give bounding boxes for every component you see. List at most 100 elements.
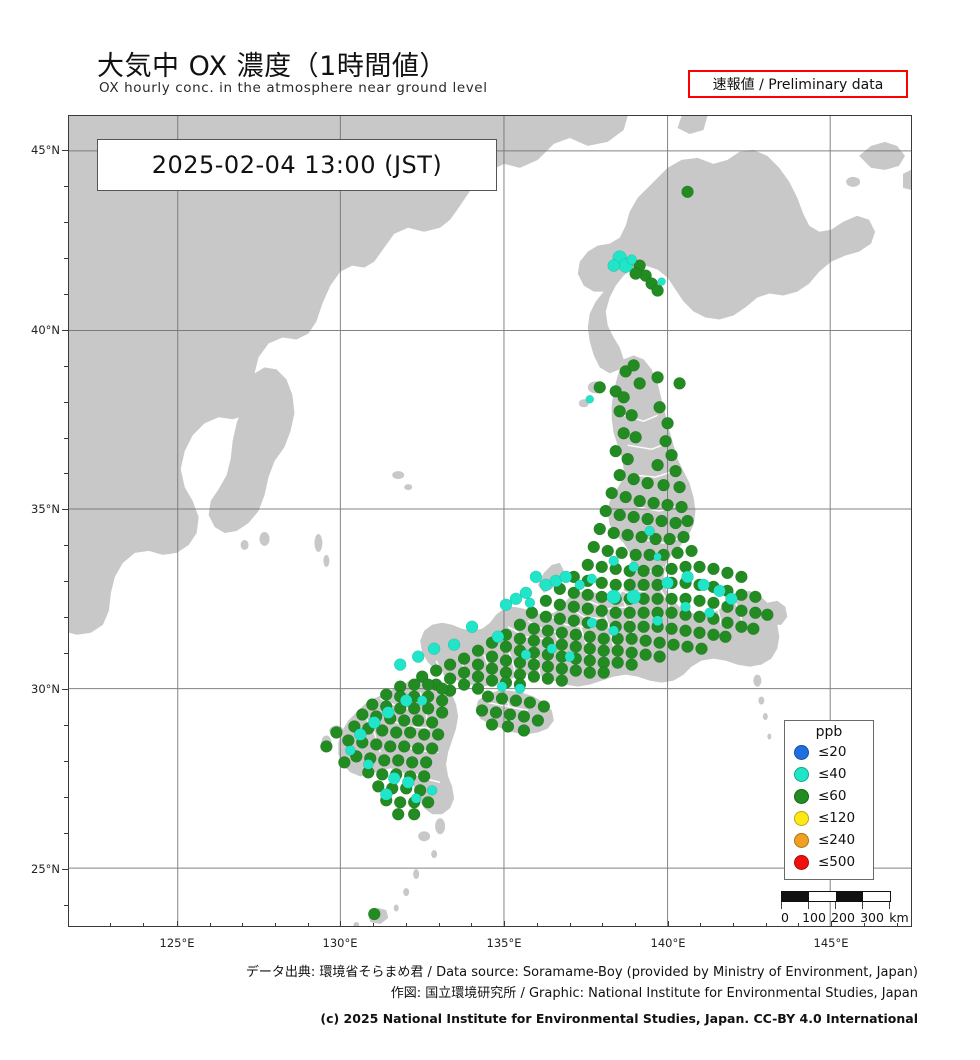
x-tick-mark-minor	[439, 923, 440, 927]
y-tick-mark-minor	[64, 617, 68, 618]
scale-label: 200	[831, 910, 855, 925]
y-tick-mark-minor	[64, 797, 68, 798]
y-tick-mark	[62, 689, 68, 690]
y-tick-mark-minor	[64, 761, 68, 762]
scale-bar-segments	[781, 891, 891, 902]
y-tick-mark-minor	[64, 258, 68, 259]
page-subtitle: OX hourly conc. in the atmosphere near g…	[99, 80, 488, 96]
x-tick-mark-minor	[210, 923, 211, 927]
x-tick-mark-minor	[798, 923, 799, 927]
x-tick-mark-minor	[570, 923, 571, 927]
legend-color-swatch	[794, 832, 809, 848]
footer: データ出典: 環境省そらまめ君 / Data source: Soramame-…	[0, 962, 980, 1029]
x-tick-mark-minor	[242, 923, 243, 927]
datetime-label: 2025-02-04 13:00 (JST)	[97, 139, 497, 191]
footer-copyright: (c) 2025 National Institute for Environm…	[320, 1011, 918, 1026]
scale-segment	[809, 892, 836, 901]
x-tick-mark-minor	[110, 923, 111, 927]
scale-segment	[836, 892, 863, 901]
x-tick-mark	[831, 921, 832, 927]
y-tick-label: 25°N	[31, 862, 60, 876]
x-tick-mark-minor	[537, 923, 538, 927]
y-tick-label: 35°N	[31, 502, 60, 516]
scale-label: km	[889, 910, 909, 925]
legend-color-swatch	[794, 854, 809, 870]
x-tick-mark-minor	[864, 923, 865, 927]
y-tick-mark-minor	[64, 186, 68, 187]
x-tick-mark	[177, 921, 178, 927]
y-tick-mark-minor	[64, 725, 68, 726]
legend-item-label: ≤240	[818, 832, 856, 848]
japan-map-svg	[69, 116, 911, 926]
x-tick-mark-minor	[143, 923, 144, 927]
x-tick-mark	[668, 921, 669, 927]
x-tick-mark-minor	[308, 923, 309, 927]
legend-item: ≤60	[785, 785, 873, 807]
legend-title: ppb	[815, 724, 843, 740]
y-tick-mark	[62, 330, 68, 331]
x-tick-mark-minor	[766, 923, 767, 927]
y-tick-label: 40°N	[31, 323, 60, 337]
legend-item-label: ≤60	[818, 788, 847, 804]
legend-item: ≤120	[785, 807, 873, 829]
y-tick-mark	[62, 150, 68, 151]
scale-label: 100	[802, 910, 826, 925]
scale-segment	[863, 892, 890, 901]
scale-bar: 0 100 200 300 km	[781, 891, 909, 926]
scale-segment	[782, 892, 809, 901]
y-tick-mark-minor	[64, 833, 68, 834]
x-tick-label: 135°E	[486, 936, 522, 950]
y-tick-mark-minor	[64, 294, 68, 295]
x-tick-mark-minor	[373, 923, 374, 927]
legend-item-label: ≤500	[818, 854, 856, 870]
y-tick-mark	[62, 869, 68, 870]
x-tick-label: 145°E	[813, 936, 849, 950]
x-tick-mark-minor	[471, 923, 472, 927]
x-tick-mark	[340, 921, 341, 927]
y-tick-mark	[62, 509, 68, 510]
x-tick-mark-minor	[635, 923, 636, 927]
x-tick-mark	[504, 921, 505, 927]
legend-panel: ppb ≤20 ≤40 ≤60 ≤120 ≤240 ≤500	[784, 720, 874, 880]
x-tick-label: 125°E	[159, 936, 195, 950]
x-tick-label: 130°E	[322, 936, 358, 950]
y-tick-mark-minor	[64, 581, 68, 582]
legend-color-swatch	[794, 810, 809, 826]
footer-graphic-credit: 作図: 国立環境研究所 / Graphic: National Institut…	[390, 986, 918, 1001]
legend-item-label: ≤120	[818, 810, 856, 826]
x-tick-mark-minor	[700, 923, 701, 927]
page-title: 大気中 OX 濃度（1時間値）	[97, 51, 447, 82]
x-tick-mark-minor	[897, 923, 898, 927]
legend-item: ≤500	[785, 851, 873, 873]
preliminary-data-badge: 速報値 / Preliminary data	[688, 70, 908, 98]
scale-label: 0	[781, 910, 789, 925]
x-tick-label: 140°E	[650, 936, 686, 950]
legend-color-swatch	[794, 788, 809, 804]
y-tick-mark-minor	[64, 366, 68, 367]
x-tick-mark-minor	[275, 923, 276, 927]
y-tick-label: 30°N	[31, 682, 60, 696]
footer-data-source: データ出典: 環境省そらまめ君 / Data source: Soramame-…	[245, 965, 918, 980]
legend-item: ≤20	[785, 741, 873, 763]
legend-item-label: ≤40	[818, 766, 847, 782]
map-plot-area[interactable]: 2025-02-04 13:00 (JST) ppb ≤20 ≤40 ≤60 ≤…	[68, 115, 912, 927]
y-tick-mark-minor	[64, 438, 68, 439]
legend-color-swatch	[794, 766, 809, 782]
x-tick-mark-minor	[602, 923, 603, 927]
x-tick-mark-minor	[406, 923, 407, 927]
y-tick-label: 45°N	[31, 143, 60, 157]
legend-color-swatch	[794, 744, 809, 760]
scale-bar-labels: 0 100 200 300 km	[781, 910, 909, 926]
x-tick-mark-minor	[733, 923, 734, 927]
y-tick-mark-minor	[64, 222, 68, 223]
y-tick-mark-minor	[64, 402, 68, 403]
y-tick-mark-minor	[64, 545, 68, 546]
y-tick-mark-minor	[64, 905, 68, 906]
legend-item-label: ≤20	[818, 744, 847, 760]
y-tick-mark-minor	[64, 653, 68, 654]
legend-item: ≤240	[785, 829, 873, 851]
legend-item: ≤40	[785, 763, 873, 785]
y-tick-mark-minor	[64, 473, 68, 474]
scale-label: 300	[860, 910, 884, 925]
scale-bar-ticks	[781, 902, 891, 909]
